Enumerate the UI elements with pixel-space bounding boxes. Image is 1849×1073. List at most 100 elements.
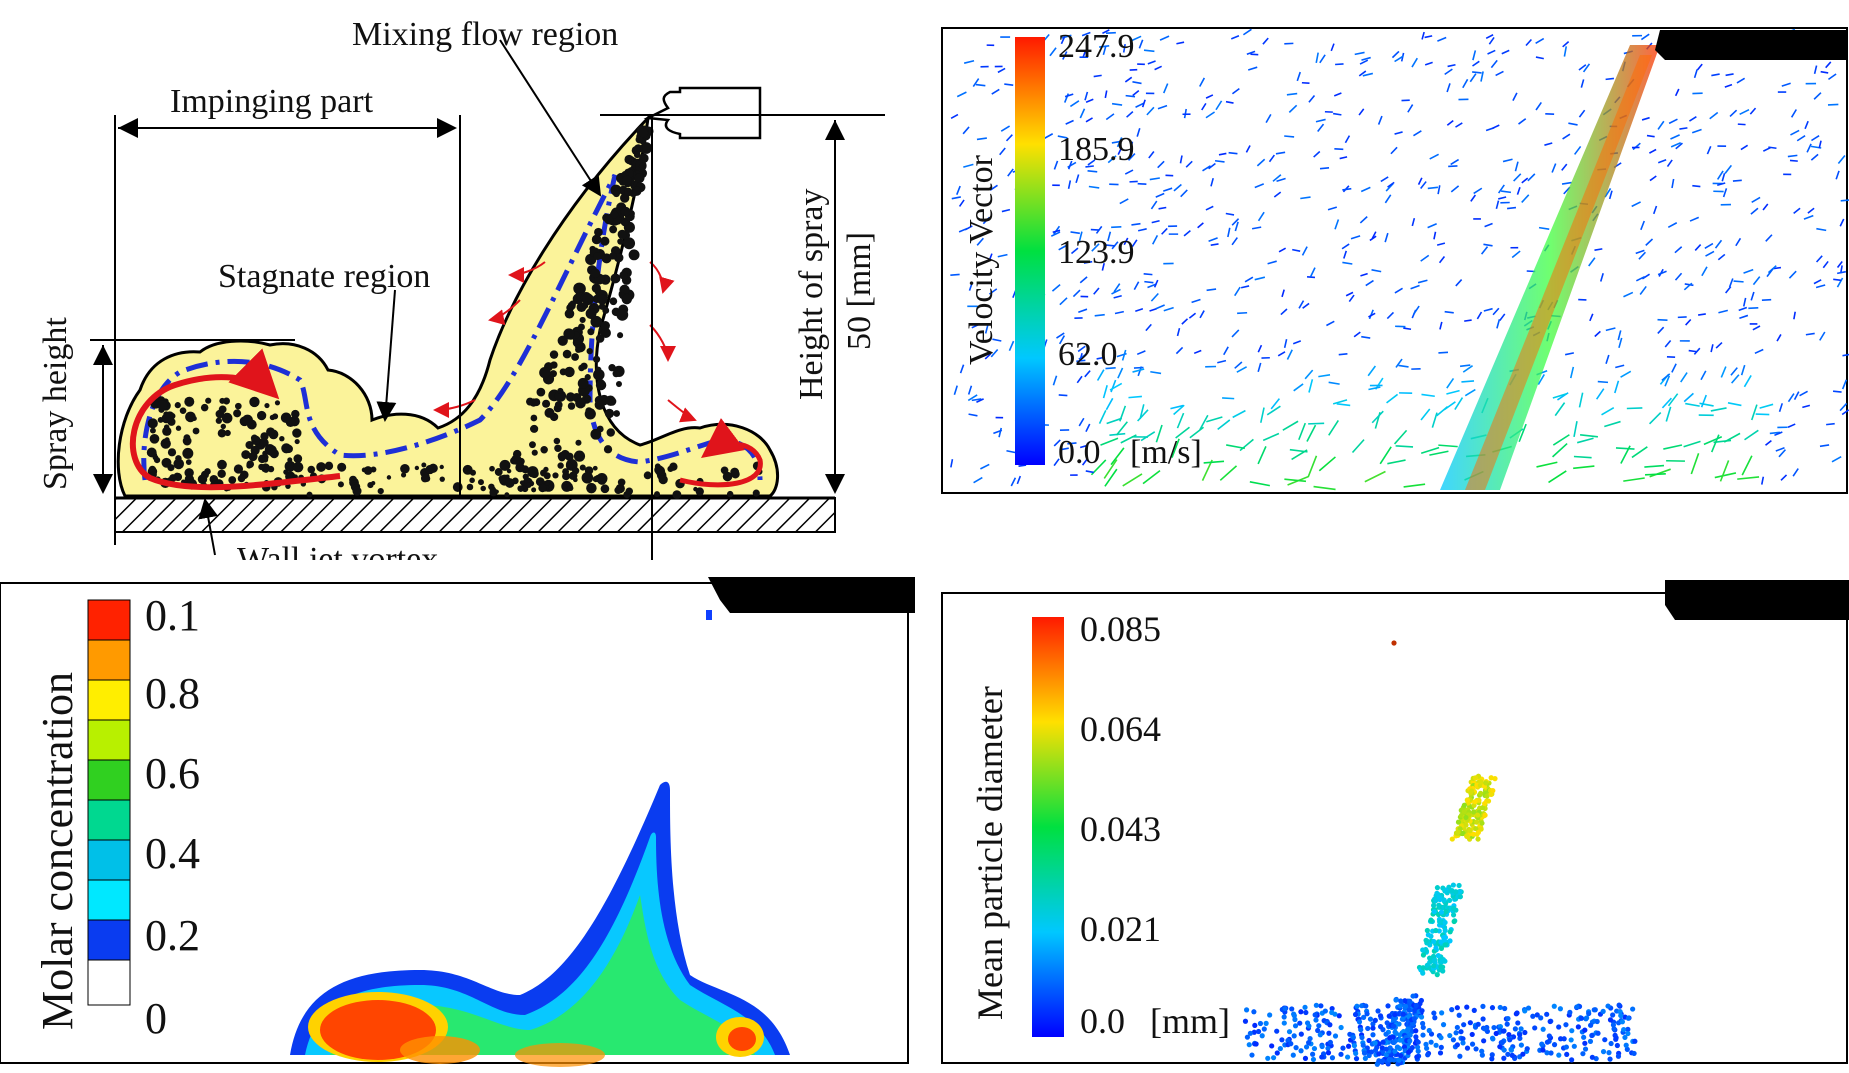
velocity-vector (1464, 320, 1471, 321)
particle (168, 448, 176, 456)
particle-parcel (1601, 1049, 1606, 1054)
particle-parcel (1556, 1024, 1561, 1029)
particle (530, 425, 538, 433)
particle (165, 437, 170, 442)
particle-parcel (1576, 1024, 1581, 1029)
velocity-vector (1606, 78, 1614, 79)
particle-parcel (1439, 1010, 1444, 1015)
velocity-vector (1059, 395, 1068, 396)
particle-parcel (1443, 935, 1448, 940)
particle (531, 487, 536, 492)
particle-parcel (1558, 1036, 1563, 1041)
particle-parcel (1517, 1032, 1522, 1037)
particle-parcel (1501, 1029, 1506, 1034)
particle (316, 462, 326, 472)
particle (293, 462, 303, 472)
particle-parcel (1456, 883, 1461, 888)
particle-parcel (1453, 1030, 1458, 1035)
particle-parcel (1316, 1023, 1321, 1028)
particle-parcel (1439, 1045, 1444, 1050)
particle-parcel (1482, 801, 1487, 806)
particle (581, 363, 588, 370)
particle (470, 470, 476, 476)
particle-parcel (1378, 1013, 1383, 1018)
particle-parcel (1609, 1041, 1614, 1046)
particle (593, 369, 604, 380)
particle-parcel (1432, 958, 1437, 963)
particle-parcel (1373, 1040, 1378, 1045)
particle (185, 412, 196, 423)
particle-parcel (1413, 1028, 1418, 1033)
particle (575, 398, 586, 409)
particle (604, 445, 612, 453)
particle-parcel (1392, 1012, 1397, 1017)
diameter-tick-4: 0.0 (1080, 1001, 1125, 1041)
particle-parcel (1449, 888, 1454, 893)
diameter-colorbar (1032, 617, 1064, 1037)
particle (585, 408, 596, 419)
particle-parcel (1505, 1016, 1510, 1021)
velocity-vector (1507, 208, 1516, 209)
particle (352, 486, 361, 495)
spray-cloud (118, 118, 777, 496)
particle-parcel (1507, 1037, 1512, 1042)
particle (586, 308, 597, 319)
particle-parcel (1396, 1058, 1401, 1063)
particle-parcel (1274, 1029, 1279, 1034)
particle-parcel (1605, 1003, 1610, 1008)
particle (307, 492, 313, 498)
particle-parcel (1405, 1027, 1410, 1032)
particle-parcel (1425, 928, 1430, 933)
particle-parcel (1590, 1055, 1595, 1060)
particle-parcel (1310, 1052, 1315, 1057)
particle-parcel (1340, 1046, 1345, 1051)
particle-parcel (1462, 803, 1467, 808)
particle-parcel (1613, 1037, 1618, 1042)
particle (150, 434, 160, 444)
particle (543, 467, 548, 472)
particle-parcel (1391, 1040, 1396, 1045)
particle-parcel (1481, 1038, 1486, 1043)
particle-parcel (1582, 1041, 1587, 1046)
particle (644, 471, 652, 479)
particle-parcel (1384, 1047, 1389, 1052)
particle-parcel (1563, 1022, 1568, 1027)
particle-parcel (1302, 1005, 1307, 1010)
particle-parcel (1398, 998, 1403, 1003)
velocity-vector (1762, 300, 1771, 301)
particle-parcel (1256, 1029, 1261, 1034)
particle-parcel (1269, 1043, 1274, 1048)
velocity-vector (1841, 200, 1849, 201)
particle (564, 367, 574, 377)
particle-parcel (1518, 1026, 1523, 1031)
particle (721, 466, 729, 474)
particle-parcel (1243, 1019, 1248, 1024)
particle-parcel (1421, 1025, 1426, 1030)
particle (618, 230, 627, 239)
velocity-colorbar (1015, 37, 1045, 465)
particle (284, 414, 291, 421)
particle (607, 428, 615, 436)
particle-parcel (1303, 1010, 1308, 1015)
particle (264, 403, 269, 408)
particle-parcel (1279, 1037, 1284, 1042)
particle-parcel (1420, 947, 1425, 952)
velocity-vector (1734, 281, 1744, 282)
particle (672, 490, 681, 499)
particle-parcel (1539, 1042, 1544, 1047)
particle-parcel (1541, 1027, 1546, 1032)
particle-parcel (1345, 1054, 1350, 1059)
particle (162, 458, 172, 468)
particle-parcel (1513, 1026, 1518, 1031)
particle-parcel (1538, 1015, 1543, 1020)
particle-parcel (1564, 1052, 1569, 1057)
velocity-vector (1790, 160, 1798, 161)
particle (575, 346, 582, 353)
particle-parcel (1358, 1027, 1363, 1032)
particle-parcel (1419, 998, 1424, 1003)
velocity-vector (1396, 446, 1413, 447)
particle-parcel (1426, 932, 1431, 937)
particle-parcel (1567, 1010, 1572, 1015)
particle-parcel (1439, 946, 1444, 951)
particle-parcel (1451, 882, 1456, 887)
